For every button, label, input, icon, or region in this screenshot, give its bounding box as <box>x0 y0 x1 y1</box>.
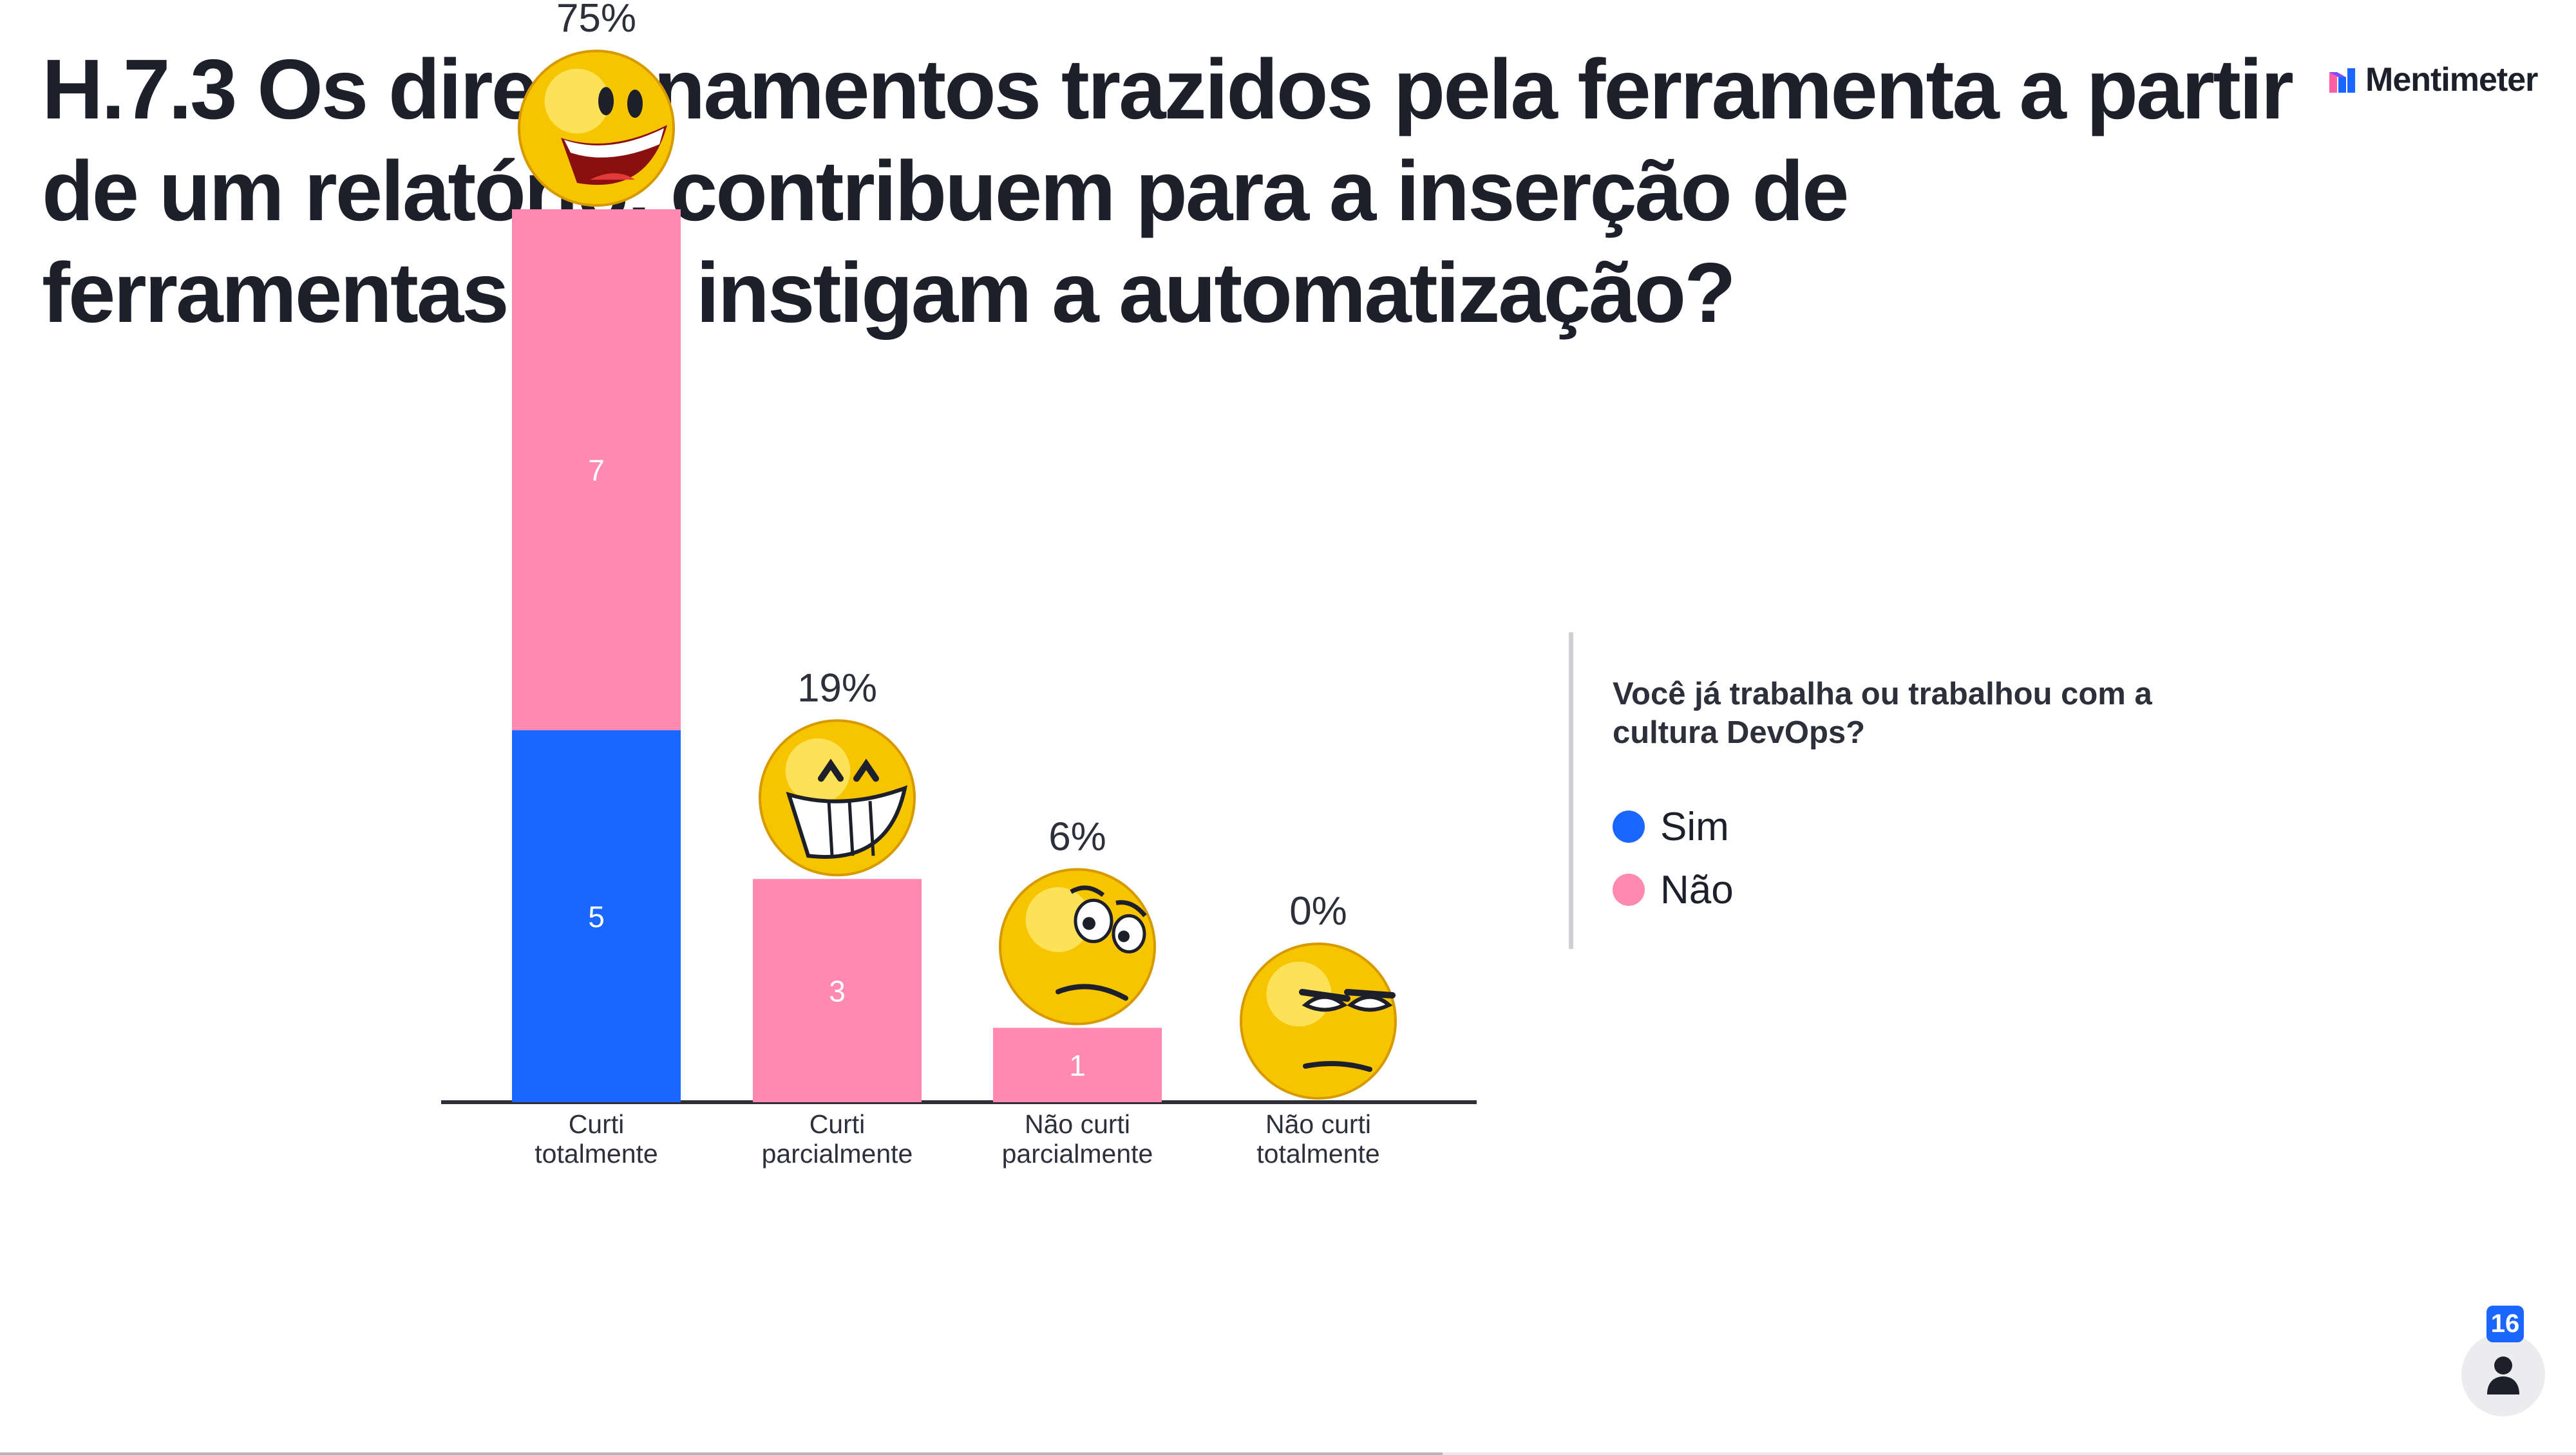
percent-label: 75% <box>556 0 636 41</box>
emoji-mouth <box>1056 984 1128 1001</box>
participants-button[interactable] <box>2461 1333 2545 1416</box>
bar-value-label: 5 <box>588 900 605 934</box>
emoji-face <box>1240 943 1397 1100</box>
bar-segment-no <box>512 209 681 731</box>
legend-label-nao: Não <box>1660 867 1734 912</box>
bar-value-label: 1 <box>1069 1049 1086 1082</box>
legend-dot-nao <box>1613 874 1645 906</box>
emoji-tooth-gap <box>848 801 855 856</box>
emoji-eye <box>1347 995 1393 1012</box>
category-label-line: Curti <box>569 1109 625 1139</box>
participant-count-badge: 16 <box>2486 1306 2524 1342</box>
category-label: Curti parcialmente <box>762 1109 913 1169</box>
presentation-progress-fill <box>0 1452 1443 1455</box>
category-label-line: Não curti <box>1025 1109 1130 1139</box>
mentimeter-logo: Mentimeter <box>2328 61 2538 99</box>
emoji-teeth <box>564 128 664 158</box>
bar-value-label: 3 <box>829 975 846 1008</box>
legend-dot-sim <box>1613 811 1645 843</box>
legend-title: Você já trabalha ou trabalhou com a cult… <box>1613 677 2152 750</box>
emoji-pupil <box>1083 917 1095 930</box>
category-label: Não curti totalmente <box>1256 1109 1379 1169</box>
question-title: H.7.3 Os direcionamentos trazidos pela f… <box>42 42 2294 340</box>
emoji-eye <box>598 87 614 116</box>
bar-segment-no <box>753 879 922 1102</box>
category-label-line: totalmente <box>535 1139 658 1169</box>
bar-segment-no <box>993 1028 1162 1102</box>
emoji-eye <box>627 89 643 118</box>
emoji-highlight <box>785 738 851 803</box>
category-label: Não curti parcialmente <box>1002 1109 1153 1169</box>
legend: Sim Não <box>1613 795 1734 921</box>
category-label-line: totalmente <box>1256 1139 1379 1169</box>
confused-emoji-icon <box>999 868 1156 1026</box>
legend-item-sim: Sim <box>1613 795 1734 858</box>
emoji-eye <box>818 758 844 782</box>
bar-segment-sim <box>512 730 681 1102</box>
emoji-pupil <box>1118 930 1130 943</box>
emoji-eye <box>853 758 879 782</box>
grinning-emoji-icon <box>759 719 916 877</box>
legend-divider <box>1569 632 1573 949</box>
legend-item-nao: Não <box>1613 858 1734 921</box>
percent-label: 19% <box>797 666 877 710</box>
emoji-brows <box>1070 885 1147 917</box>
brand-name: Mentimeter <box>2365 61 2538 99</box>
category-label-line: parcialmente <box>1002 1139 1153 1169</box>
emoji-highlight <box>1025 887 1091 952</box>
emoji-tooth-gap <box>868 801 875 856</box>
unamused-emoji-icon <box>1240 943 1397 1100</box>
emoji-tongue <box>590 173 635 180</box>
percent-label: 6% <box>1048 814 1106 859</box>
legend-label-sim: Sim <box>1660 804 1729 849</box>
percent-label: 0% <box>1289 889 1347 934</box>
emoji-mouth <box>786 785 908 859</box>
emoji-highlight <box>544 68 610 134</box>
category-label-line: Curti <box>810 1109 866 1139</box>
laughing-emoji-icon <box>518 50 675 207</box>
emoji-mouth <box>1303 1061 1372 1072</box>
person-icon <box>2487 1356 2519 1394</box>
emoji-tooth-gap <box>827 801 834 856</box>
bar-value-label: 7 <box>588 454 605 487</box>
presentation-progress-bar <box>0 1452 2576 1455</box>
emoji-brows <box>1299 989 1396 1002</box>
category-label: Curti totalmente <box>535 1109 658 1169</box>
mentimeter-logo-icon <box>2329 68 2355 93</box>
category-label-line: Não curti <box>1265 1109 1371 1139</box>
category-label-line: parcialmente <box>762 1139 913 1169</box>
emoji-eye <box>1302 995 1348 1012</box>
